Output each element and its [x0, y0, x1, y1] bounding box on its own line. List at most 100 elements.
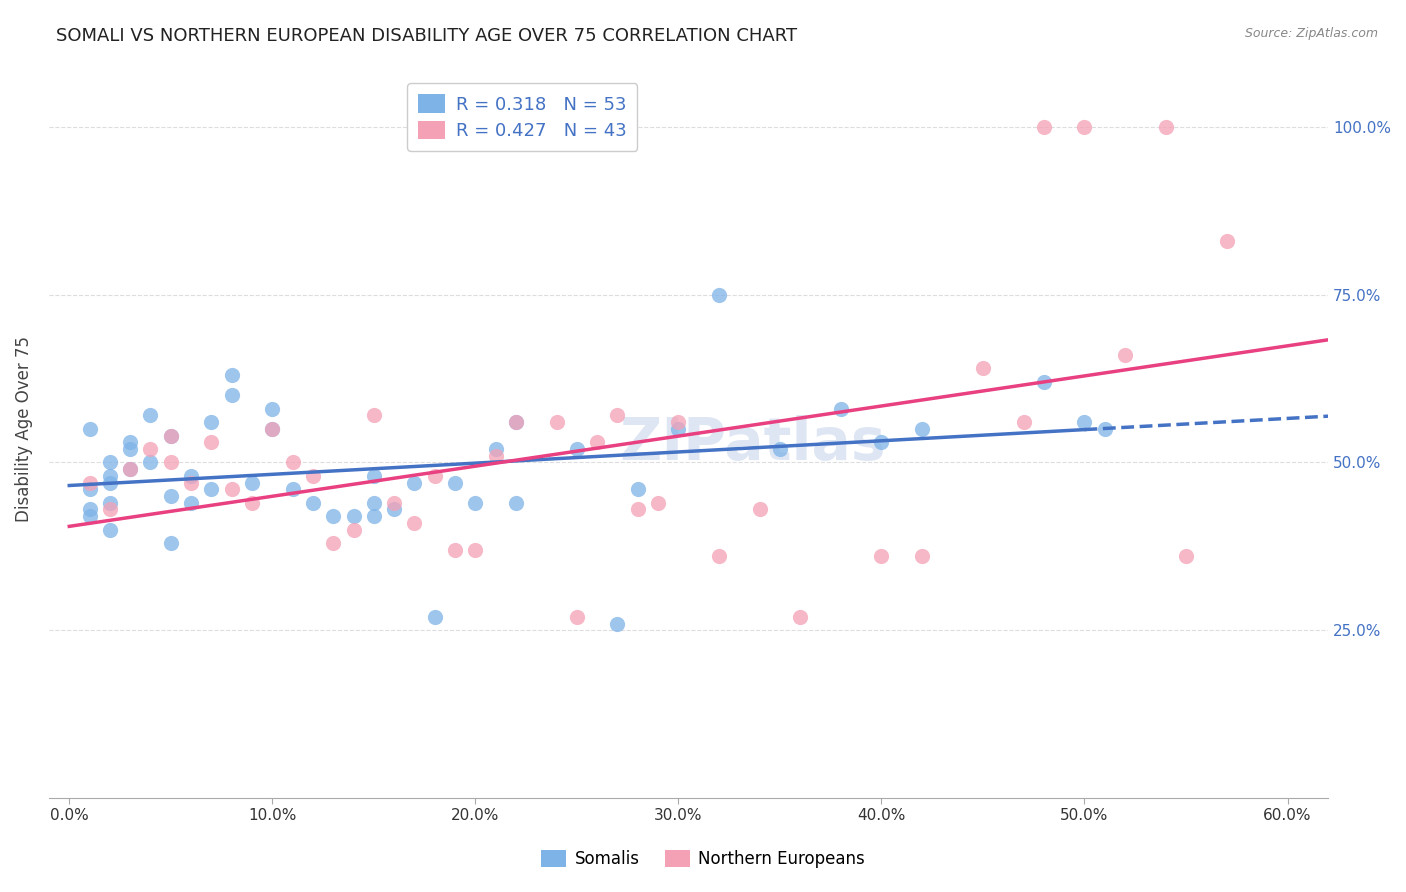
Point: [382, 502, 405, 516]
Point: [159, 536, 181, 550]
Point: [139, 409, 162, 423]
Point: [668, 415, 690, 429]
Point: [139, 455, 162, 469]
Point: [404, 516, 426, 530]
Point: [79, 422, 101, 436]
Point: [627, 502, 650, 516]
Point: [200, 435, 222, 450]
Point: [79, 475, 101, 490]
Point: [120, 435, 142, 450]
Text: ZIPatlas: ZIPatlas: [619, 415, 886, 472]
Point: [485, 449, 508, 463]
Point: [972, 361, 994, 376]
Point: [363, 409, 385, 423]
Point: [159, 428, 181, 442]
Point: [98, 455, 121, 469]
Point: [281, 482, 304, 496]
Point: [1094, 422, 1116, 436]
Point: [1073, 415, 1095, 429]
Point: [627, 482, 650, 496]
Point: [200, 482, 222, 496]
Point: [382, 496, 405, 510]
Point: [404, 475, 426, 490]
Point: [322, 509, 344, 524]
Point: [1032, 120, 1054, 134]
Point: [79, 509, 101, 524]
Point: [322, 536, 344, 550]
Point: [1154, 120, 1177, 134]
Point: [789, 609, 811, 624]
Point: [120, 462, 142, 476]
Point: [606, 616, 628, 631]
Point: [1114, 348, 1136, 362]
Point: [98, 496, 121, 510]
Point: [262, 422, 284, 436]
Point: [159, 489, 181, 503]
Point: [423, 468, 446, 483]
Point: [120, 462, 142, 476]
Point: [423, 609, 446, 624]
Text: Source: ZipAtlas.com: Source: ZipAtlas.com: [1244, 27, 1378, 40]
Point: [911, 422, 934, 436]
Point: [281, 455, 304, 469]
Point: [1012, 415, 1035, 429]
Point: [586, 435, 609, 450]
Point: [180, 468, 202, 483]
Point: [221, 482, 243, 496]
Point: [240, 496, 263, 510]
Point: [98, 468, 121, 483]
Point: [911, 549, 934, 564]
Point: [98, 475, 121, 490]
Point: [1215, 234, 1237, 248]
Point: [98, 502, 121, 516]
Point: [870, 549, 893, 564]
Point: [485, 442, 508, 456]
Point: [707, 287, 730, 301]
Point: [180, 475, 202, 490]
Point: [342, 523, 364, 537]
Point: [342, 509, 364, 524]
Point: [748, 502, 770, 516]
Point: [444, 475, 467, 490]
Point: [606, 409, 628, 423]
Point: [200, 415, 222, 429]
Point: [79, 482, 101, 496]
Point: [139, 442, 162, 456]
Legend: R = 0.318   N = 53, R = 0.427   N = 43: R = 0.318 N = 53, R = 0.427 N = 43: [408, 83, 637, 151]
Point: [302, 468, 325, 483]
Point: [240, 475, 263, 490]
Text: SOMALI VS NORTHERN EUROPEAN DISABILITY AGE OVER 75 CORRELATION CHART: SOMALI VS NORTHERN EUROPEAN DISABILITY A…: [56, 27, 797, 45]
Point: [565, 442, 588, 456]
Point: [79, 502, 101, 516]
Point: [505, 415, 527, 429]
Point: [707, 549, 730, 564]
Point: [159, 455, 181, 469]
Point: [363, 496, 385, 510]
Point: [546, 415, 568, 429]
Point: [363, 468, 385, 483]
Point: [120, 442, 142, 456]
Point: [262, 401, 284, 416]
Point: [464, 496, 486, 510]
Point: [870, 435, 893, 450]
Point: [363, 509, 385, 524]
Point: [302, 496, 325, 510]
Point: [647, 496, 669, 510]
Legend: Somalis, Northern Europeans: Somalis, Northern Europeans: [534, 843, 872, 875]
Y-axis label: Disability Age Over 75: Disability Age Over 75: [15, 335, 32, 522]
Point: [505, 415, 527, 429]
Point: [262, 422, 284, 436]
Point: [565, 609, 588, 624]
Point: [830, 401, 852, 416]
Point: [1175, 549, 1198, 564]
Point: [221, 368, 243, 383]
Point: [668, 422, 690, 436]
Point: [444, 542, 467, 557]
Point: [1073, 120, 1095, 134]
Point: [98, 523, 121, 537]
Point: [505, 496, 527, 510]
Point: [464, 542, 486, 557]
Point: [769, 442, 792, 456]
Point: [180, 496, 202, 510]
Point: [221, 388, 243, 402]
